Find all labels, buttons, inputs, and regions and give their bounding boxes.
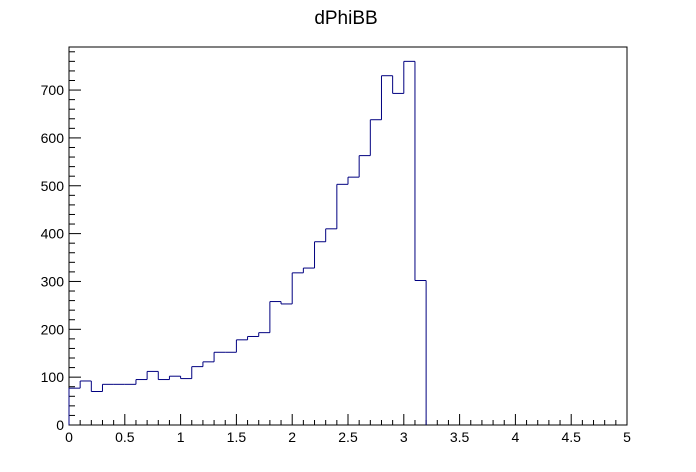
y-tick-label: 0 xyxy=(56,417,64,433)
x-tick-label: 1.5 xyxy=(227,429,247,445)
axes: 0 0.5 1 1.5 2 2.5 3 3.5 4 4.5 5 0 100 200 300 400 500 600… xyxy=(41,46,631,445)
x-tick-label: 4.5 xyxy=(561,429,581,445)
y-tick-label: 700 xyxy=(41,82,65,98)
y-tick-label: 100 xyxy=(41,369,65,385)
x-tick-label: 2 xyxy=(288,429,296,445)
chart-title: dPhiBB xyxy=(314,8,377,29)
x-tick-label: 0.5 xyxy=(115,429,135,445)
y-tick-label: 300 xyxy=(41,273,65,289)
histogram-series xyxy=(68,60,427,425)
y-tick-label: 400 xyxy=(41,226,65,242)
x-tick-label: 3 xyxy=(400,429,408,445)
x-tick-label: 5 xyxy=(623,429,631,445)
y-tick-label: 500 xyxy=(41,178,65,194)
x-tick-label: 0 xyxy=(65,429,73,445)
x-tick-label: 1 xyxy=(177,429,185,445)
x-tick-label: 4 xyxy=(512,429,520,445)
x-tick-label: 3.5 xyxy=(450,429,470,445)
y-tick-label: 600 xyxy=(41,130,65,146)
x-tick-label: 2.5 xyxy=(338,429,358,445)
y-tick-label: 200 xyxy=(41,321,65,337)
